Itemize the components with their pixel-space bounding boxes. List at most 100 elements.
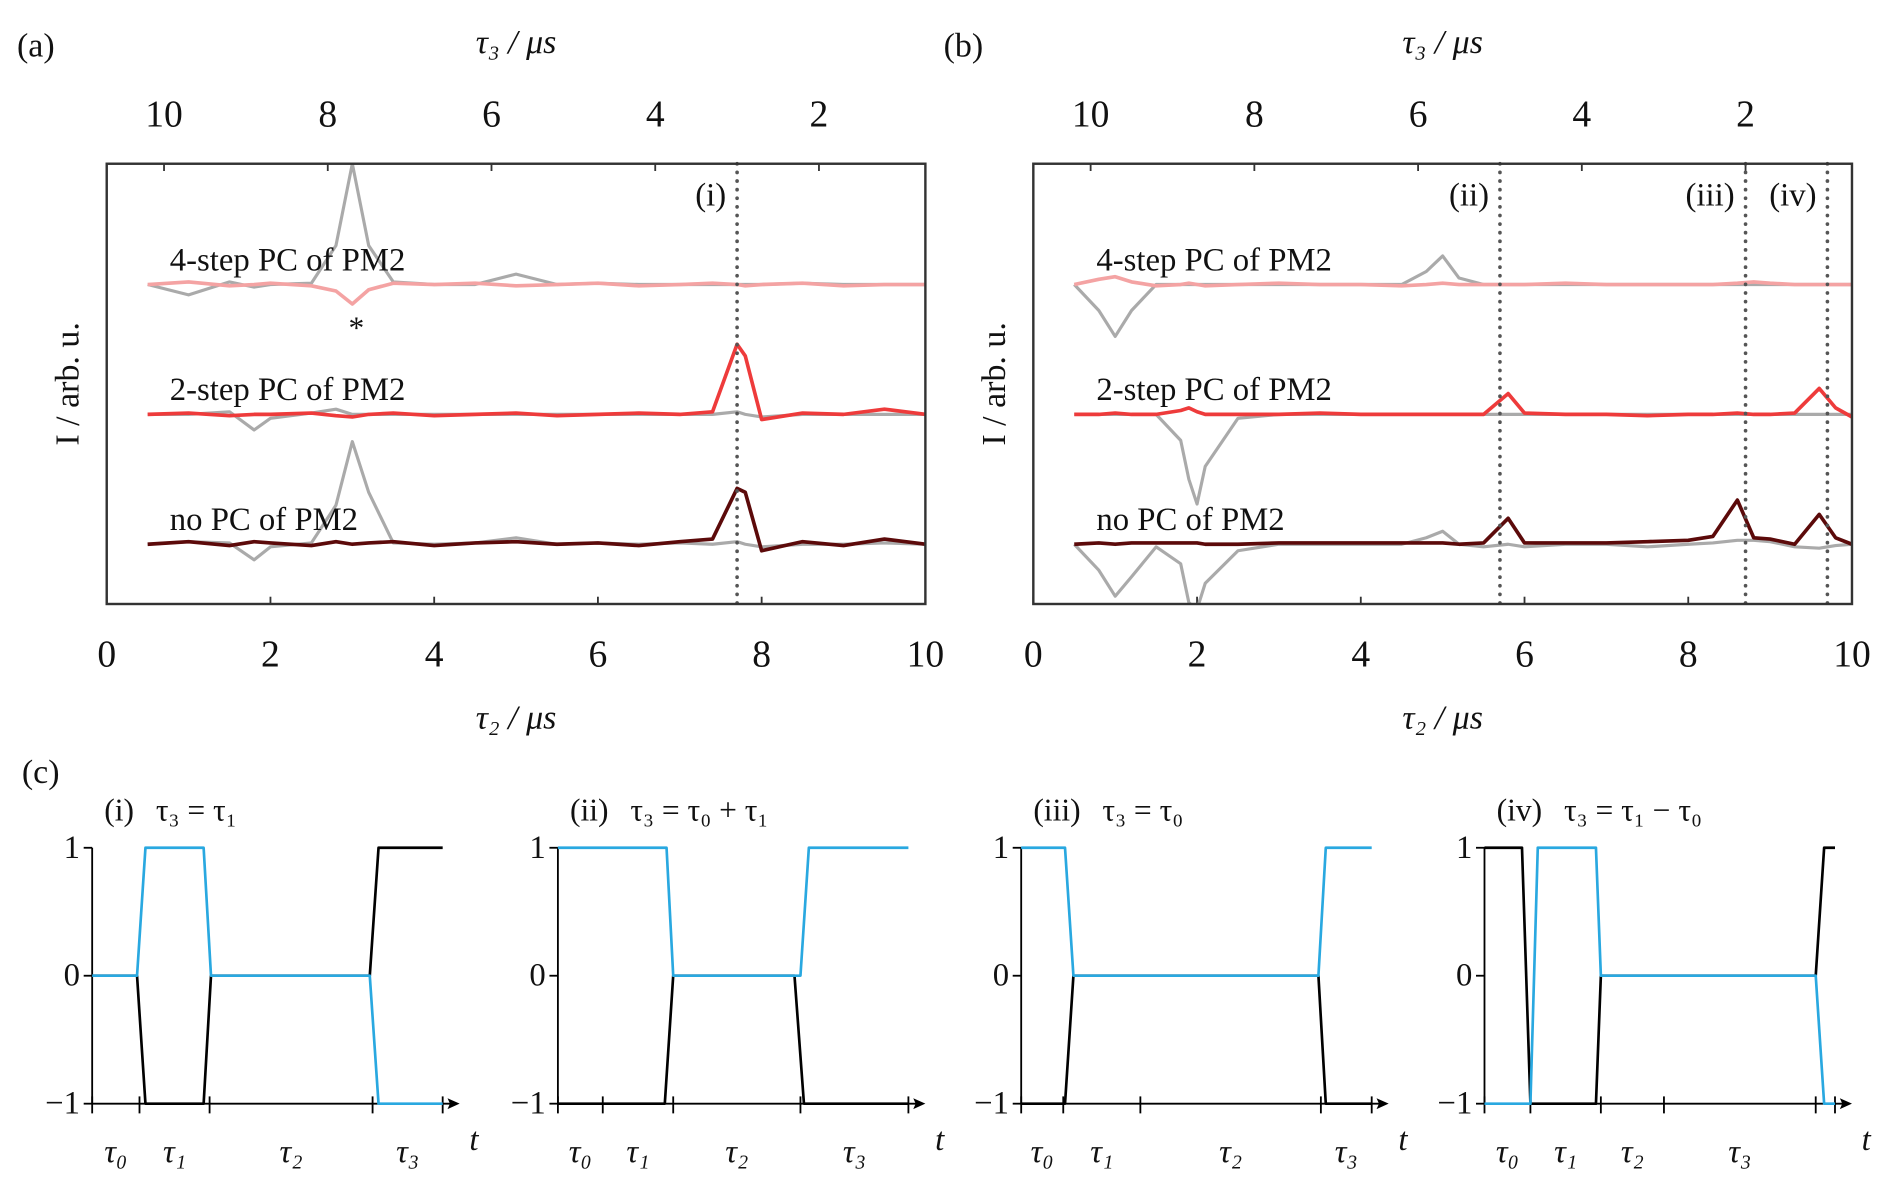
- diagram-title: τ₃ = τ₀: [1102, 793, 1183, 828]
- x-tick-label: 2: [261, 634, 280, 675]
- x-tick-label: 2: [1188, 634, 1207, 675]
- segment-label: τ₂: [1621, 1134, 1644, 1170]
- reference-trace: [1073, 529, 1852, 604]
- segment-label: τ₂: [280, 1134, 303, 1170]
- x2-tick-label: 10: [1072, 95, 1110, 136]
- segment-label: τ₀: [1496, 1134, 1519, 1170]
- diagram-label: (ii): [570, 793, 609, 828]
- segment-label: τ₁: [626, 1134, 649, 1170]
- time-arrow: [1839, 1098, 1852, 1110]
- y-tick-label: −1: [45, 1086, 80, 1122]
- diagram-label: (iv): [1497, 793, 1543, 828]
- marker-label: (iv): [1769, 177, 1816, 213]
- waveform: [92, 846, 443, 1106]
- segment-label: τ₃: [1728, 1134, 1751, 1170]
- signal-trace: [147, 342, 926, 422]
- waveform: [1021, 846, 1372, 978]
- segment-label: τ₂: [1219, 1134, 1242, 1170]
- x-tick-label: 8: [1679, 634, 1698, 675]
- y-tick-label: 1: [993, 830, 1009, 866]
- trace-label: 2-step PC of PM2: [1096, 372, 1332, 408]
- time-label: t: [1398, 1122, 1408, 1158]
- x-tick-label: 8: [752, 634, 771, 675]
- x-tick-label: 6: [589, 634, 608, 675]
- x2-tick-label: 4: [646, 95, 665, 136]
- segment-label: τ₁: [1090, 1134, 1113, 1170]
- time-label: t: [469, 1122, 479, 1158]
- y-tick-label: 1: [529, 830, 545, 866]
- y-tick-label: 1: [64, 830, 80, 866]
- x-axis-label: τ₂ / μs: [476, 699, 557, 736]
- x2-tick-label: 8: [1245, 95, 1264, 136]
- x-tick-label: 10: [907, 634, 945, 675]
- y-tick-label: −1: [1438, 1086, 1473, 1122]
- trace-label: no PC of PM2: [170, 502, 358, 538]
- x-axis-label: τ₂ / μs: [1402, 699, 1483, 736]
- x-tick-label: 10: [1833, 634, 1871, 675]
- time-label: t: [935, 1122, 945, 1158]
- y-axis-label: I / arb. u.: [49, 322, 86, 445]
- x2-tick-label: 10: [145, 95, 183, 136]
- segment-label: τ₃: [843, 1134, 866, 1170]
- time-arrow: [447, 1098, 460, 1110]
- x2-axis-label: τ₃ / μs: [476, 24, 557, 61]
- segment-label: τ₂: [725, 1134, 748, 1170]
- annotation: *: [349, 311, 365, 346]
- marker-label: (i): [695, 177, 726, 213]
- segment-label: τ₀: [569, 1134, 592, 1170]
- signal-trace: [1074, 386, 1852, 419]
- signal-trace: [147, 486, 926, 553]
- segment-label: τ₀: [1031, 1134, 1054, 1170]
- marker-label: (iii): [1686, 177, 1735, 213]
- x-tick-label: 4: [425, 634, 444, 675]
- time-arrow: [1376, 1098, 1389, 1110]
- diagram-title: τ₃ = τ₀ + τ₁: [630, 793, 768, 828]
- x-tick-label: 0: [97, 634, 116, 675]
- diagram-label: (i): [104, 793, 134, 828]
- waveform: [1484, 846, 1835, 1106]
- x2-tick-label: 2: [810, 95, 829, 136]
- time-label: t: [1862, 1122, 1872, 1158]
- y-tick-label: 0: [64, 958, 80, 994]
- segment-label: τ₀: [104, 1134, 127, 1170]
- waveform: [557, 846, 909, 978]
- segment-label: τ₁: [163, 1134, 186, 1170]
- x2-tick-label: 4: [1572, 95, 1591, 136]
- signal-trace: [147, 280, 926, 306]
- time-arrow: [913, 1098, 926, 1110]
- trace-label: no PC of PM2: [1096, 502, 1284, 538]
- segment-label: τ₁: [1554, 1134, 1577, 1170]
- x2-tick-label: 2: [1736, 95, 1755, 136]
- y-tick-label: −1: [511, 1086, 546, 1122]
- x2-axis-label: τ₃ / μs: [1402, 24, 1483, 61]
- diagram-title: τ₃ = τ₁: [156, 793, 237, 828]
- trace-label: 4-step PC of PM2: [1096, 242, 1332, 278]
- trace-label: 2-step PC of PM2: [170, 372, 406, 408]
- marker-label: (ii): [1449, 177, 1489, 213]
- x2-tick-label: 8: [318, 95, 337, 136]
- y-tick-label: 0: [1456, 958, 1472, 994]
- x2-tick-label: 6: [1409, 95, 1428, 136]
- trace-label: 4-step PC of PM2: [170, 242, 406, 278]
- plot-frame: [1032, 162, 1854, 606]
- diagram-label: (iii): [1033, 793, 1080, 828]
- x-tick-label: 4: [1351, 634, 1370, 675]
- segment-label: τ₃: [396, 1134, 419, 1170]
- segment-label: τ₃: [1335, 1134, 1358, 1170]
- plot-frame: [105, 162, 927, 606]
- y-tick-label: 1: [1456, 830, 1472, 866]
- signal-trace: [1074, 498, 1852, 547]
- x-tick-label: 0: [1024, 634, 1043, 675]
- panel-label: (a): [17, 28, 55, 65]
- y-tick-label: 0: [529, 958, 545, 994]
- waveform: [92, 846, 443, 1106]
- x2-tick-label: 6: [482, 95, 501, 136]
- panel-label: (b): [944, 28, 984, 65]
- y-axis-label: I / arb. u.: [976, 322, 1013, 445]
- diagram-title: τ₃ = τ₁ − τ₀: [1564, 793, 1702, 828]
- x-tick-label: 6: [1515, 634, 1534, 675]
- waveform: [1484, 846, 1835, 1106]
